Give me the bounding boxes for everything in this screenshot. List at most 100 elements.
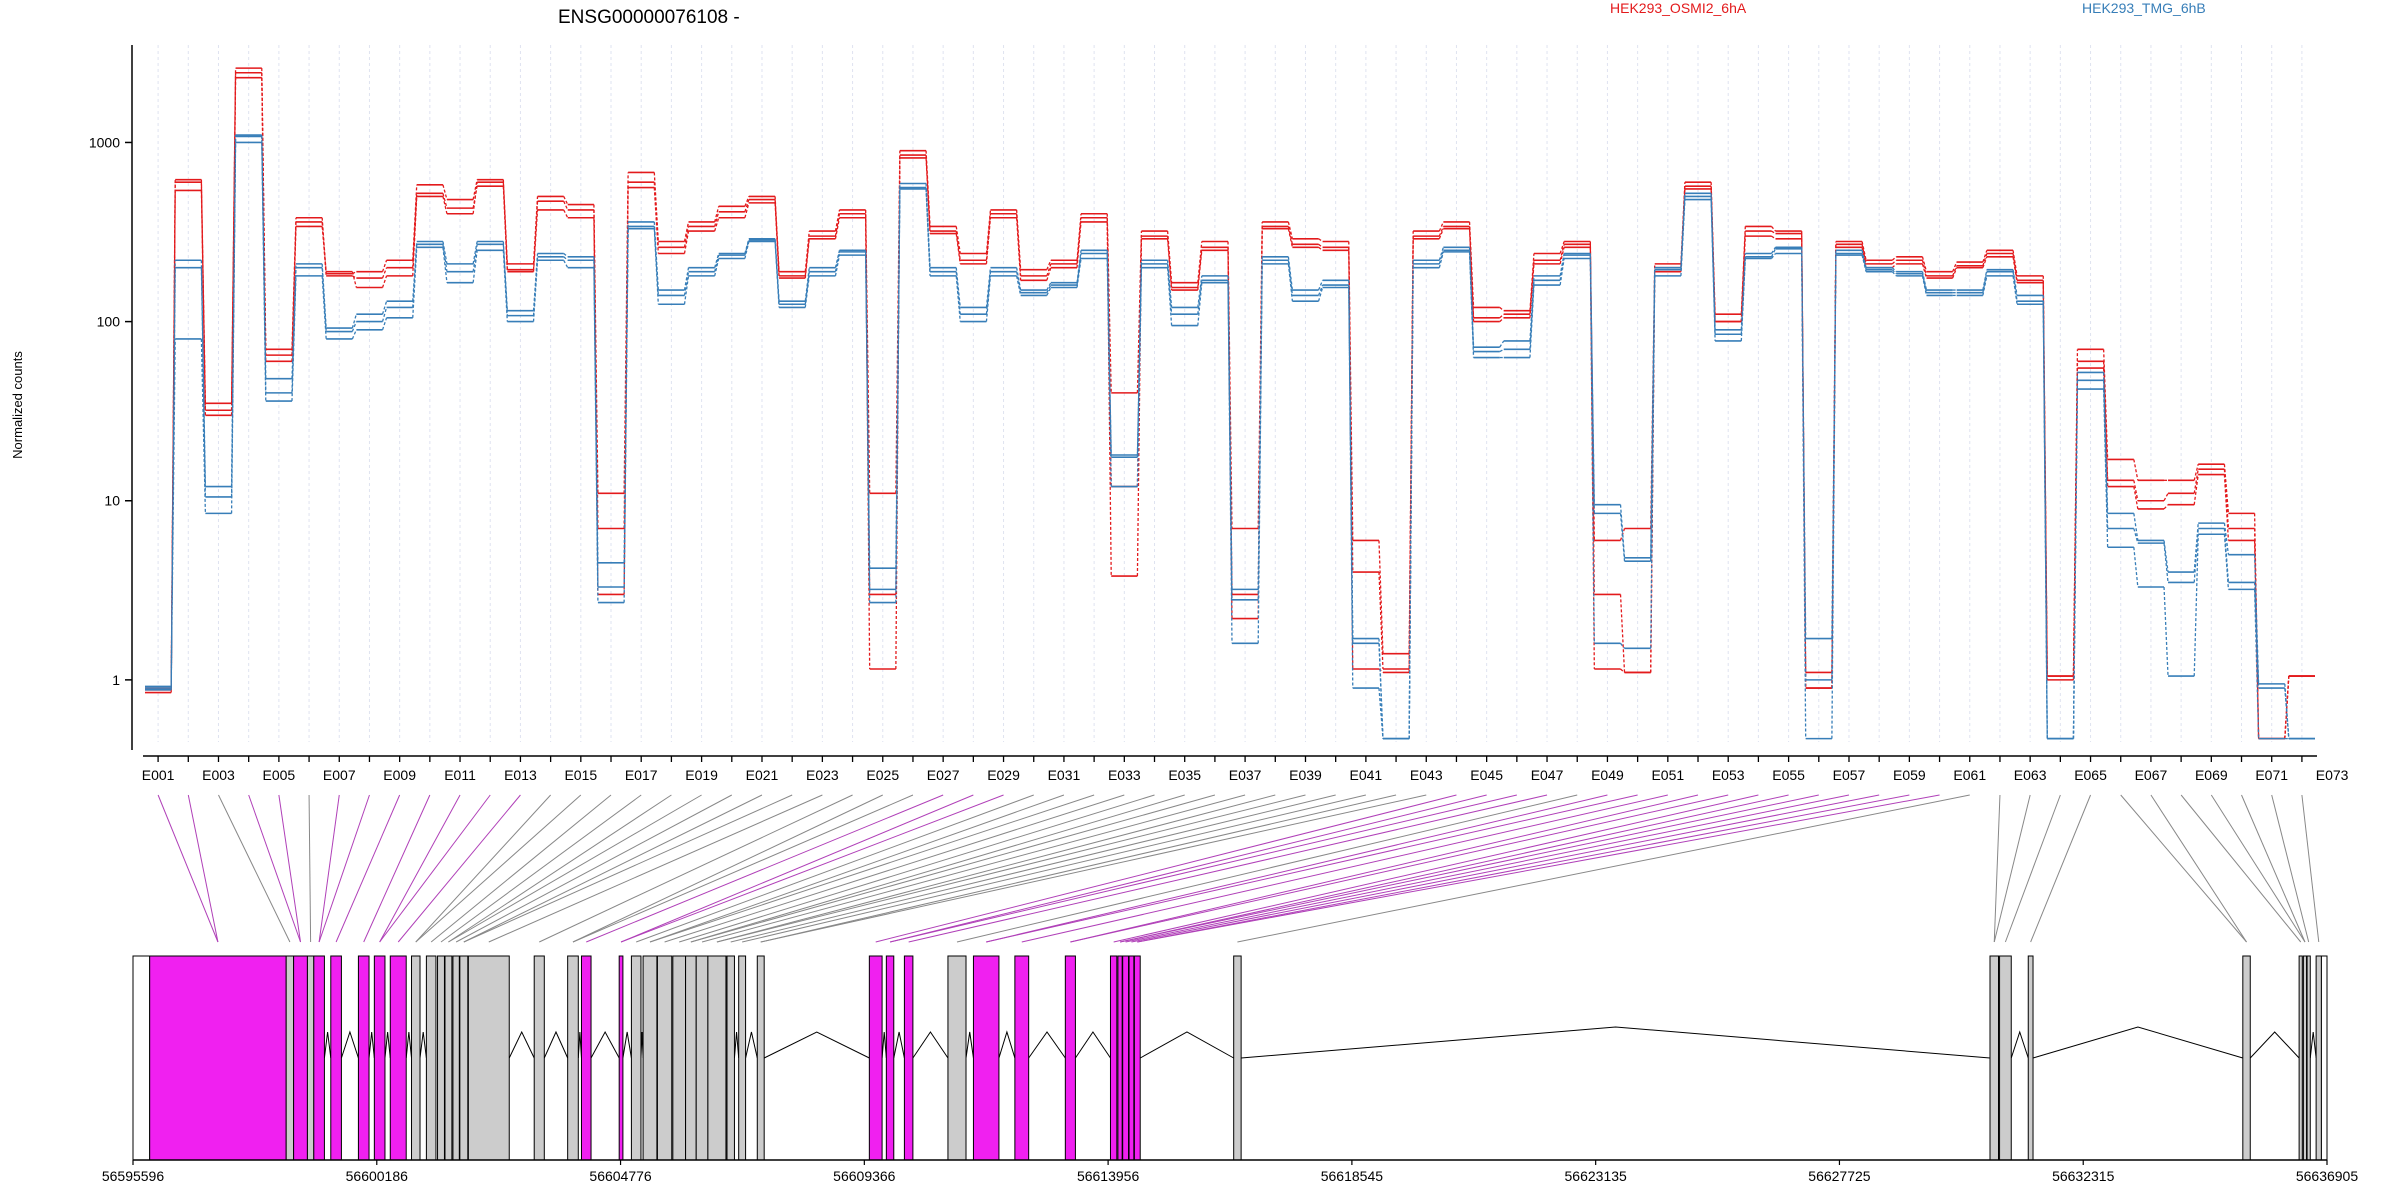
exon-connector-line bbox=[2180, 794, 2302, 943]
legend-label-tmg: HEK293_TMG_6hB bbox=[2082, 0, 2206, 16]
exon-connector bbox=[1015, 217, 1022, 281]
exon-connector bbox=[714, 206, 720, 223]
intron-line bbox=[1075, 1031, 1111, 1059]
exon-connector bbox=[955, 275, 961, 322]
exon-connector bbox=[563, 209, 569, 219]
exon-connector-line bbox=[636, 794, 1034, 943]
exon-connector-line bbox=[586, 794, 944, 943]
exon-connector bbox=[1620, 668, 1625, 673]
exon-connector bbox=[683, 221, 690, 242]
exon-connector-line bbox=[742, 794, 1366, 943]
exon-connector bbox=[925, 188, 931, 276]
exon-connector bbox=[412, 196, 418, 276]
exon-connector bbox=[2193, 534, 2199, 677]
exon-label: E001 bbox=[142, 767, 175, 783]
exon-block bbox=[149, 955, 287, 1161]
intron-line bbox=[368, 1031, 375, 1059]
exon-connector-line bbox=[730, 794, 1336, 943]
exon-connector bbox=[472, 241, 478, 264]
exon-block bbox=[707, 955, 727, 1161]
intron-line bbox=[508, 1030, 535, 1059]
exon-connector bbox=[1468, 228, 1475, 322]
exon-connector bbox=[744, 202, 750, 218]
exon-connector-line bbox=[760, 794, 1397, 943]
exon-connector-line bbox=[690, 794, 1185, 943]
exon-connector-line bbox=[679, 794, 1155, 943]
exon-label: E043 bbox=[1410, 767, 1443, 783]
exon-connector bbox=[230, 142, 237, 514]
exon-label: E025 bbox=[866, 767, 899, 783]
exon-connector bbox=[2284, 688, 2290, 739]
exon-connector bbox=[261, 142, 267, 402]
exon-connector-line bbox=[448, 794, 672, 943]
exon-block bbox=[580, 955, 592, 1161]
exon-label: E071 bbox=[2255, 767, 2288, 783]
exon-connector bbox=[1317, 280, 1324, 291]
exon-block bbox=[868, 955, 883, 1161]
exon-block bbox=[437, 955, 445, 1161]
exon-connector bbox=[2223, 534, 2230, 590]
exon-connector bbox=[1438, 228, 1444, 240]
exon-connector bbox=[1861, 250, 1867, 268]
exon-block bbox=[467, 955, 510, 1161]
exon-connector bbox=[1891, 256, 1897, 261]
exon-connector bbox=[1952, 261, 1958, 272]
exon-connector-line bbox=[889, 794, 1517, 943]
exon-connector bbox=[1046, 260, 1052, 270]
exon-block bbox=[656, 955, 673, 1161]
exon-connector-line bbox=[889, 794, 1487, 943]
exon-label: E067 bbox=[2135, 767, 2168, 783]
exon-connector bbox=[1106, 258, 1112, 487]
exon-label: E015 bbox=[564, 767, 597, 783]
exon-block bbox=[1999, 955, 2012, 1161]
intron-line bbox=[745, 1031, 758, 1059]
exon-connector bbox=[1921, 260, 1928, 277]
exon-connector bbox=[1499, 348, 1505, 353]
exon-connector-line bbox=[649, 794, 1065, 943]
exon-connector-line bbox=[760, 794, 1427, 943]
exon-connector-line bbox=[415, 794, 551, 943]
exon-connector bbox=[381, 260, 388, 272]
exon-connector bbox=[1438, 226, 1444, 237]
exon-connector-line bbox=[1113, 794, 1759, 943]
exon-connector bbox=[1891, 263, 1897, 269]
exon-connector bbox=[532, 201, 539, 270]
exon-connector bbox=[351, 271, 357, 288]
exon-connector bbox=[1770, 253, 1777, 259]
exon-connector bbox=[2193, 469, 2199, 494]
exon-connector bbox=[744, 238, 750, 254]
exon-connector bbox=[1982, 250, 1988, 263]
exon-connector-line bbox=[1137, 794, 1910, 943]
exon-connector bbox=[2223, 469, 2230, 529]
exon-connector bbox=[744, 241, 750, 259]
exon-connector bbox=[442, 247, 448, 283]
exon-connector bbox=[1771, 225, 1776, 232]
exon-connector bbox=[744, 196, 750, 207]
exon-connector bbox=[1559, 247, 1565, 265]
exon-connector-line bbox=[908, 794, 1548, 943]
exon-block bbox=[285, 955, 295, 1161]
genomic-tick-label: 56595596 bbox=[102, 1168, 165, 1184]
exon-connector-line bbox=[2301, 794, 2320, 943]
exon-connector-line bbox=[956, 794, 1578, 943]
exon-connector bbox=[1378, 571, 1384, 670]
exon-connector bbox=[714, 217, 720, 232]
exon-label: E073 bbox=[2316, 767, 2349, 783]
exon-label: E035 bbox=[1168, 767, 1201, 783]
legend-label-osmi2: HEK293_OSMI2_6hA bbox=[1610, 0, 1747, 16]
exon-block bbox=[567, 955, 579, 1161]
exon-connector bbox=[1891, 271, 1897, 277]
exon-block bbox=[1014, 955, 1030, 1161]
exon-block bbox=[373, 955, 386, 1161]
intron-line bbox=[763, 1031, 870, 1059]
exon-label: E069 bbox=[2195, 767, 2228, 783]
exon-connector-line bbox=[157, 794, 219, 943]
exon-label: E013 bbox=[504, 767, 537, 783]
exon-connector bbox=[1378, 643, 1384, 739]
exon-connector bbox=[1861, 254, 1867, 272]
exon-connector bbox=[1921, 275, 1928, 296]
exon-connector-line bbox=[2030, 794, 2092, 943]
exon-connector bbox=[1197, 282, 1203, 326]
exon-connector bbox=[321, 226, 327, 272]
y-tick-label: 1000 bbox=[89, 134, 120, 150]
